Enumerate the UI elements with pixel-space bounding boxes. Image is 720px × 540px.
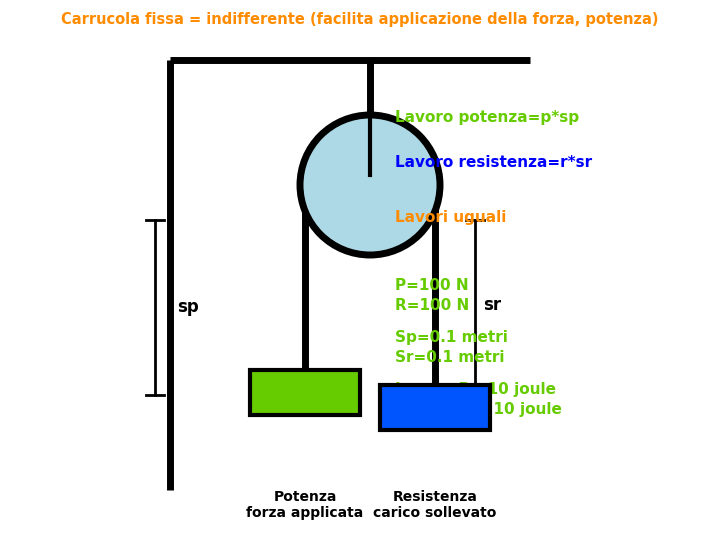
Text: Lavoro potenza=p*sp: Lavoro potenza=p*sp (395, 110, 579, 125)
Bar (380, 385, 490, 430)
Text: Carrucola fissa = indifferente (facilita applicazione della forza, potenza): Carrucola fissa = indifferente (facilita… (61, 12, 659, 27)
Text: Lavoro P =10 joule
Lavoro R = 10 joule: Lavoro P =10 joule Lavoro R = 10 joule (395, 382, 562, 417)
Text: Resistenza
carico sollevato: Resistenza carico sollevato (373, 490, 497, 520)
Text: sp: sp (177, 299, 199, 316)
Circle shape (300, 115, 440, 255)
Text: Lavori uguali: Lavori uguali (395, 210, 506, 225)
Text: Lavoro resistenza=r*sr: Lavoro resistenza=r*sr (395, 155, 592, 170)
Text: sr: sr (483, 296, 501, 314)
Bar (250, 370, 360, 415)
Text: Sp=0.1 metri
Sr=0.1 metri: Sp=0.1 metri Sr=0.1 metri (395, 330, 508, 365)
Text: Potenza
forza applicata: Potenza forza applicata (246, 490, 364, 520)
Text: P=100 N
R=100 N: P=100 N R=100 N (395, 278, 469, 313)
